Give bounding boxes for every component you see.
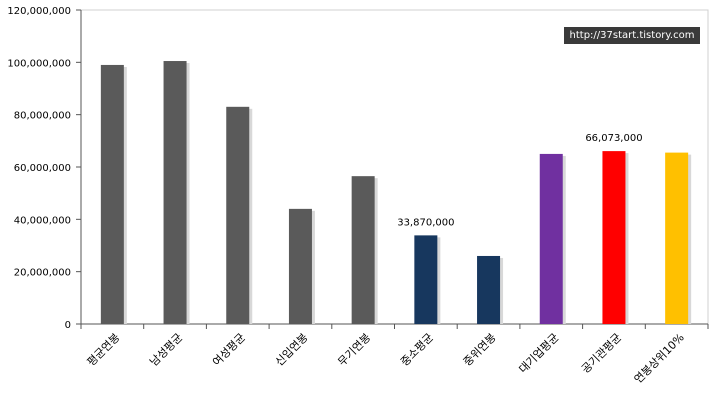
y-tick-label: 40,000,000 <box>14 215 71 226</box>
y-tick-label: 0 <box>65 320 71 331</box>
x-tick-label: 여성평균 <box>210 331 248 369</box>
data-label: 33,870,000 <box>397 217 454 228</box>
watermark-url: http://37start.tistory.com <box>564 27 700 44</box>
x-tick-label: 신입연봉 <box>273 331 311 369</box>
x-tick-label: 대기업평균 <box>516 331 561 376</box>
bar <box>226 106 250 324</box>
bar <box>414 235 438 324</box>
bar <box>477 255 501 324</box>
x-tick-label: 평균연봉 <box>85 331 123 369</box>
bar <box>665 152 689 324</box>
bar <box>351 176 375 324</box>
x-tick-label: 중소평균 <box>398 331 436 369</box>
y-axis-ticks: 0 20,000,000 40,000,000 60,000,000 80,000,00… <box>7 6 81 331</box>
bar <box>539 153 563 324</box>
y-tick-label: 120,000,000 <box>7 6 71 17</box>
bar <box>163 61 187 325</box>
x-tick-label: 남성평균 <box>147 331 185 369</box>
y-tick-label: 80,000,000 <box>14 111 71 122</box>
bars <box>100 61 692 325</box>
x-tick-label: 무기연봉 <box>335 331 373 369</box>
y-tick-label: 100,000,000 <box>7 58 71 69</box>
data-label: 66,073,000 <box>585 133 642 144</box>
bar <box>100 64 124 324</box>
x-tick-label: 중위연봉 <box>461 331 499 369</box>
y-tick-label: 60,000,000 <box>14 163 71 174</box>
data-labels: 33,870,000 66,073,000 <box>397 133 642 228</box>
y-tick-label: 20,000,000 <box>14 268 71 279</box>
bar <box>288 208 312 324</box>
bar <box>602 151 626 324</box>
x-tick-label: 연봉상위10% <box>632 331 687 386</box>
x-tick-label: 공기관평균 <box>579 331 624 376</box>
x-axis-ticks: 평균연봉 남성평균 여성평균 신입연봉 무기연봉 중소평균 중위연봉 대기업평균 공기관평균 연봉… <box>80 324 709 386</box>
